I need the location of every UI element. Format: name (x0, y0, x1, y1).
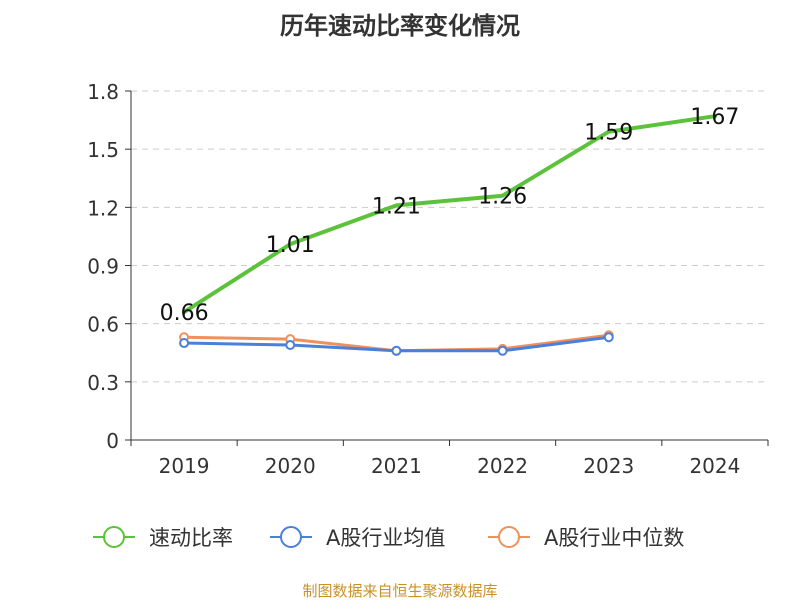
data-point (603, 332, 614, 343)
series-lines (179, 114, 717, 356)
data-label: 1.01 (266, 233, 315, 258)
data-source-note: 制图数据来自恒生聚源数据库 (302, 582, 498, 600)
x-tick-label: 2020 (265, 454, 316, 478)
data-point (497, 345, 508, 356)
x-tick-label: 2019 (159, 454, 210, 478)
y-tick-label: 1.5 (87, 138, 119, 162)
series-line (182, 114, 717, 315)
x-tick-label: 2021 (371, 454, 422, 478)
data-point (179, 338, 190, 349)
data-labels: 0.66 1.01 1.21 1.26 1.59 1.67 (160, 105, 740, 326)
data-label: 1.21 (372, 194, 421, 219)
y-tick-label: 0.3 (87, 371, 119, 395)
legend: 速动比率 A股行业均值 A股行业中位数 (93, 526, 684, 550)
legend-marker (280, 526, 302, 548)
chart-title: 历年速动比率变化情况 (280, 12, 520, 40)
y-tick-label: 0.6 (87, 313, 119, 337)
y-tick-label: 1.8 (87, 80, 119, 104)
legend-marker (498, 526, 520, 548)
x-tick-label: 2022 (477, 454, 528, 478)
x-tick-label: 2024 (689, 454, 740, 478)
data-point (391, 345, 402, 356)
data-label: 1.67 (690, 105, 739, 130)
axes: 0 0.3 0.6 0.9 1.2 1.5 1.8 2019 2020 2021 2022 2023 2… (87, 80, 769, 478)
x-tick-label: 2023 (583, 454, 634, 478)
legend-label: A股行业中位数 (544, 526, 684, 550)
data-label: 0.66 (160, 301, 209, 326)
data-point (285, 339, 296, 350)
y-tick-label: 0.9 (87, 255, 119, 279)
grid-lines (131, 90, 768, 383)
y-tick-label: 0 (106, 429, 119, 453)
y-tick-label: 1.2 (87, 196, 119, 220)
legend-label: 速动比率 (149, 526, 233, 550)
data-label: 1.59 (584, 121, 633, 146)
data-label: 1.26 (478, 185, 527, 210)
legend-label: A股行业均值 (326, 526, 445, 550)
legend-marker (103, 526, 125, 548)
